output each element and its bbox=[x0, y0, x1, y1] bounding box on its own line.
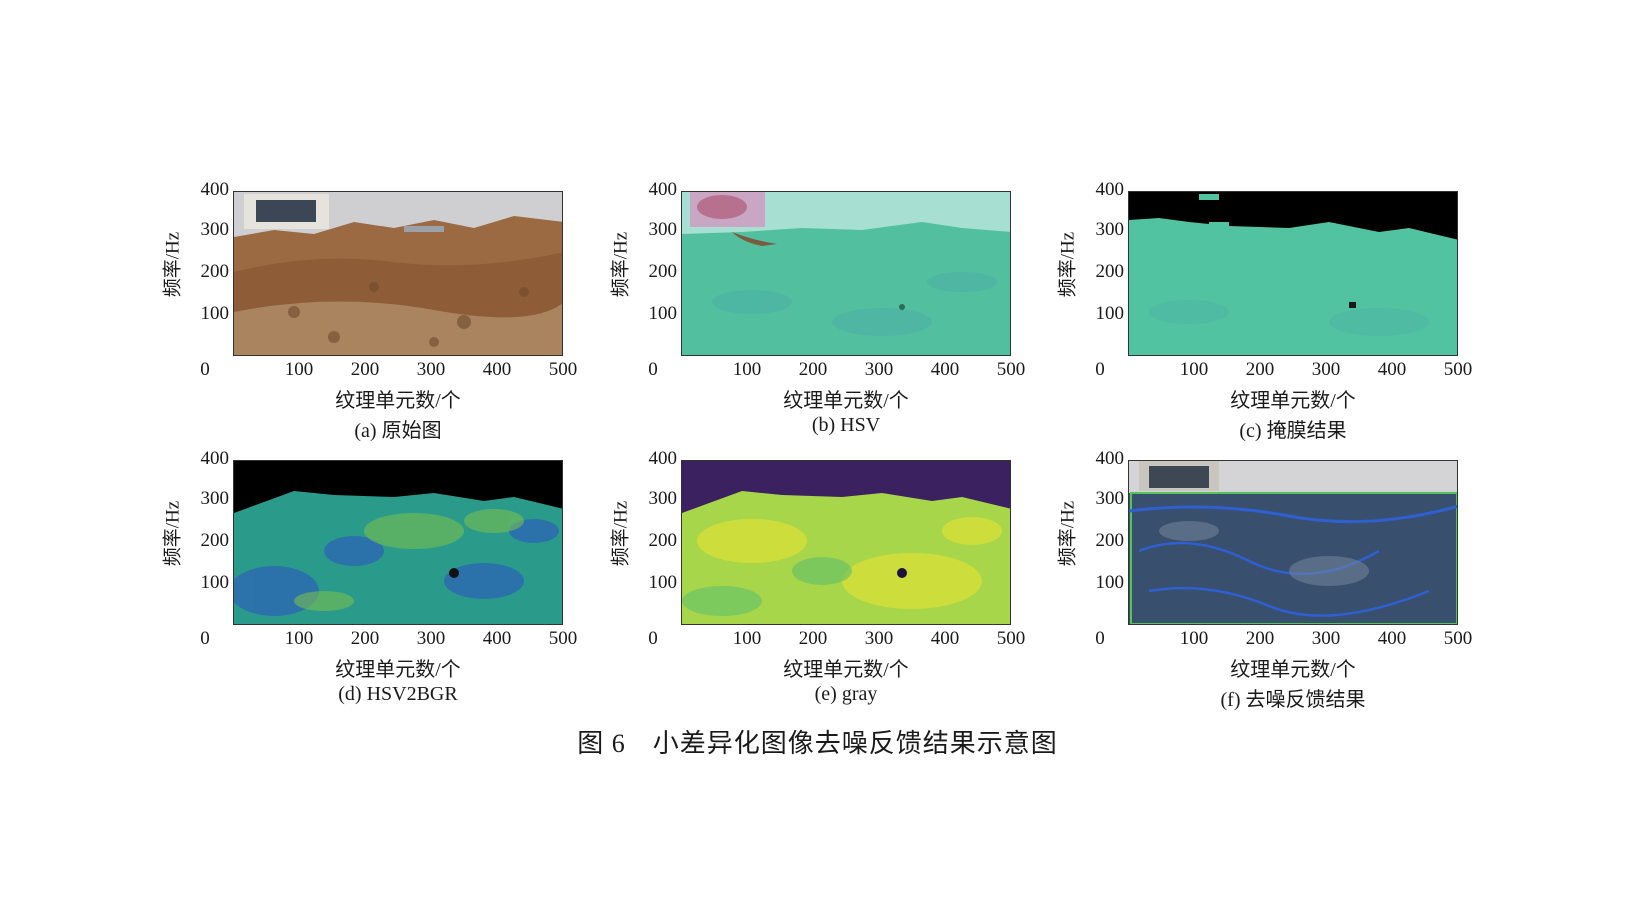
y-tick-label: 300 bbox=[200, 219, 230, 240]
y-tick-label: 400 bbox=[1095, 179, 1125, 200]
x-tick-label: 100 bbox=[1179, 359, 1209, 380]
x-tick-label: 200 bbox=[1245, 359, 1275, 380]
subfigure-caption: (d) HSV2BGR bbox=[338, 683, 458, 705]
y-axis-label: 频率/Hz bbox=[162, 231, 184, 298]
y-axis-label: 频率/Hz bbox=[1057, 231, 1079, 298]
x-axis-label: 纹理单元数/个 bbox=[1230, 390, 1356, 412]
subfigure-caption: (c) 掩膜结果 bbox=[1239, 420, 1347, 442]
y-tick-label: 400 bbox=[1095, 448, 1125, 469]
x-tick-label: 300 bbox=[864, 628, 894, 649]
x-tick-label: 500 bbox=[548, 628, 578, 649]
x-tick-label: 300 bbox=[864, 359, 894, 380]
x-axis-label: 纹理单元数/个 bbox=[335, 659, 461, 681]
x-tick-label: 300 bbox=[416, 628, 446, 649]
x-tick-label: 400 bbox=[930, 628, 960, 649]
x-tick-label: 500 bbox=[996, 359, 1026, 380]
x-tick-label: 200 bbox=[350, 628, 380, 649]
y-tick-label: 300 bbox=[648, 219, 678, 240]
x-tick-label: 500 bbox=[1443, 359, 1473, 380]
x-tick-label: 400 bbox=[1377, 359, 1407, 380]
y-tick-label: 200 bbox=[1095, 530, 1125, 551]
x-tick-label: 100 bbox=[1179, 628, 1209, 649]
y-tick-label: 100 bbox=[1095, 572, 1125, 593]
y-axis-label: 频率/Hz bbox=[610, 500, 632, 567]
y-tick-label: 100 bbox=[200, 303, 230, 324]
image-hsv bbox=[681, 191, 1011, 356]
x-axis-label: 纹理单元数/个 bbox=[783, 659, 909, 681]
image-hsv2bgr bbox=[233, 460, 563, 625]
x-tick-label: 300 bbox=[416, 359, 446, 380]
y-axis-label: 频率/Hz bbox=[1057, 500, 1079, 567]
y-tick-label: 100 bbox=[648, 572, 678, 593]
x-tick-label: 400 bbox=[482, 359, 512, 380]
y-tick-label: 300 bbox=[200, 488, 230, 509]
y-axis-label: 频率/Hz bbox=[162, 500, 184, 567]
y-tick-label: 200 bbox=[200, 261, 230, 282]
y-tick-label: 400 bbox=[200, 448, 230, 469]
y-tick-label: 400 bbox=[648, 448, 678, 469]
subfigure-caption: (b) HSV bbox=[811, 414, 881, 436]
x-tick-label: 0 bbox=[1095, 628, 1105, 649]
subfigure-caption: (a) 原始图 bbox=[354, 420, 442, 442]
x-tick-label: 200 bbox=[798, 628, 828, 649]
panel-c bbox=[1128, 191, 1458, 361]
y-tick-label: 100 bbox=[648, 303, 678, 324]
y-tick-label: 400 bbox=[200, 179, 230, 200]
panel-a bbox=[233, 191, 563, 361]
x-tick-label: 500 bbox=[548, 359, 578, 380]
x-axis-label: 纹理单元数/个 bbox=[783, 390, 909, 412]
panel-f bbox=[1128, 460, 1458, 630]
x-tick-label: 500 bbox=[996, 628, 1026, 649]
panel-b bbox=[681, 191, 1011, 361]
figure-caption: 图 6 小差异化图像去噪反馈结果示意图 bbox=[577, 729, 1058, 758]
y-tick-label: 300 bbox=[1095, 488, 1125, 509]
x-tick-label: 200 bbox=[1245, 628, 1275, 649]
x-tick-label: 0 bbox=[200, 359, 210, 380]
x-tick-label: 400 bbox=[482, 628, 512, 649]
y-tick-label: 200 bbox=[648, 261, 678, 282]
x-tick-label: 0 bbox=[200, 628, 210, 649]
y-tick-label: 200 bbox=[200, 530, 230, 551]
panel-e bbox=[681, 460, 1011, 630]
y-tick-label: 200 bbox=[1095, 261, 1125, 282]
x-tick-label: 400 bbox=[930, 359, 960, 380]
y-tick-label: 300 bbox=[648, 488, 678, 509]
y-axis-label: 频率/Hz bbox=[610, 231, 632, 298]
y-tick-label: 100 bbox=[200, 572, 230, 593]
y-tick-label: 100 bbox=[1095, 303, 1125, 324]
x-tick-label: 100 bbox=[284, 359, 314, 380]
x-tick-label: 100 bbox=[732, 628, 762, 649]
x-axis-label: 纹理单元数/个 bbox=[1230, 659, 1356, 681]
x-tick-label: 100 bbox=[732, 359, 762, 380]
image-denoise-feedback bbox=[1128, 460, 1458, 625]
y-tick-label: 200 bbox=[648, 530, 678, 551]
x-tick-label: 0 bbox=[648, 359, 658, 380]
x-tick-label: 0 bbox=[1095, 359, 1105, 380]
subfigure-caption: (e) gray bbox=[814, 683, 878, 705]
x-axis-label: 纹理单元数/个 bbox=[335, 390, 461, 412]
x-tick-label: 400 bbox=[1377, 628, 1407, 649]
subfigure-caption: (f) 去噪反馈结果 bbox=[1220, 689, 1366, 711]
x-tick-label: 0 bbox=[648, 628, 658, 649]
x-tick-label: 200 bbox=[350, 359, 380, 380]
image-mask bbox=[1128, 191, 1458, 356]
x-tick-label: 100 bbox=[284, 628, 314, 649]
y-tick-label: 300 bbox=[1095, 219, 1125, 240]
y-tick-label: 400 bbox=[648, 179, 678, 200]
x-tick-label: 300 bbox=[1311, 359, 1341, 380]
x-tick-label: 300 bbox=[1311, 628, 1341, 649]
image-gray bbox=[681, 460, 1011, 625]
image-original bbox=[233, 191, 563, 356]
x-tick-label: 500 bbox=[1443, 628, 1473, 649]
x-tick-label: 200 bbox=[798, 359, 828, 380]
panel-d bbox=[233, 460, 563, 630]
